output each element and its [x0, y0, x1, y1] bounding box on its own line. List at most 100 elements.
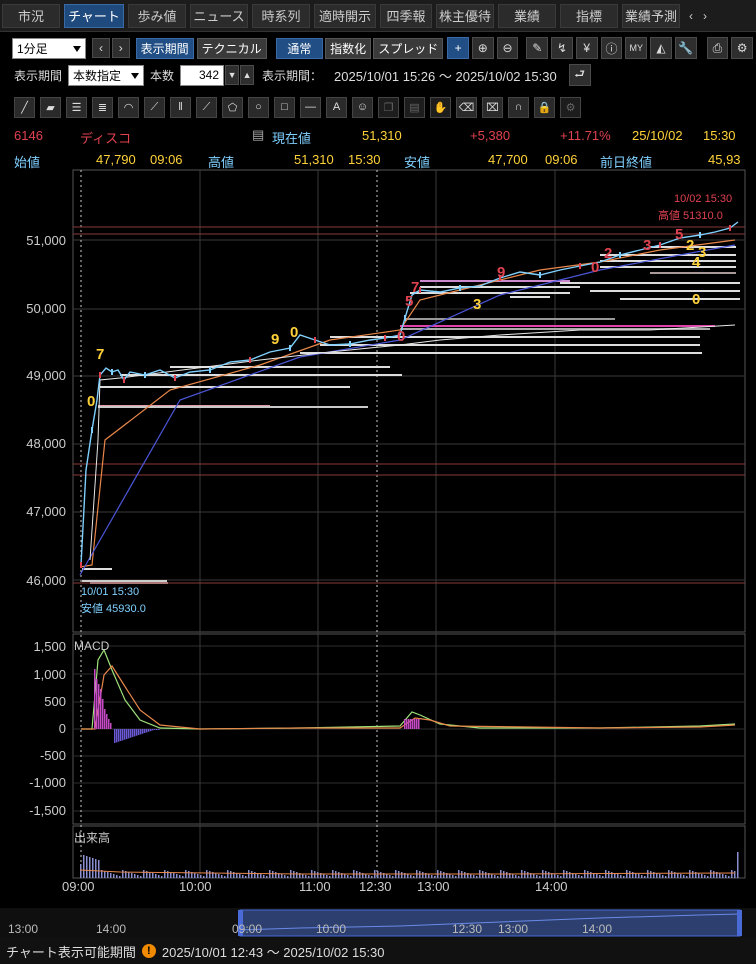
tab-chart[interactable]: チャート: [64, 3, 124, 28]
technical-button[interactable]: テクニカル: [196, 37, 267, 59]
macd-hist-bar: [138, 729, 140, 735]
volume-bar: [92, 858, 94, 878]
volume-bar: [107, 872, 109, 878]
count-input[interactable]: 342: [180, 64, 225, 86]
tab-market[interactable]: 市況: [2, 3, 60, 28]
eraser-icon[interactable]: ⌫: [456, 96, 477, 118]
period-button[interactable]: 表示期間: [135, 37, 194, 59]
ruler-icon[interactable]: ▰: [40, 96, 61, 118]
notes-icon[interactable]: ▤: [404, 96, 425, 118]
volume-bar: [284, 875, 286, 878]
volume-bar: [737, 852, 739, 878]
period-mode-select[interactable]: 本数指定: [68, 64, 145, 86]
volume-bar: [608, 871, 610, 878]
fib-icon[interactable]: ⟋: [196, 96, 217, 118]
vlines-icon[interactable]: ‖: [170, 96, 191, 118]
yen-icon[interactable]: ¥: [575, 37, 598, 59]
tab-timeseries[interactable]: 時系列: [252, 3, 310, 28]
tab-performance[interactable]: 業績: [498, 3, 556, 28]
macd-hist-bar: [150, 729, 152, 731]
volume-profile-bar: [650, 246, 736, 248]
macd-hist-bar: [116, 729, 118, 743]
fan-icon[interactable]: ⟋: [144, 96, 165, 118]
hand-icon[interactable]: ✋: [430, 96, 451, 118]
macd-hist-bar: [130, 729, 132, 738]
warning-icon[interactable]: !: [141, 944, 156, 958]
erase-all-icon[interactable]: ⌧: [482, 96, 503, 118]
volume-bar: [725, 875, 727, 878]
count-down-icon[interactable]: ▼: [225, 65, 240, 85]
current-price-label: 現在値: [272, 131, 312, 146]
tab-forecast[interactable]: 業績予測: [622, 3, 680, 28]
print-icon[interactable]: ⎙: [706, 37, 729, 59]
circle-icon[interactable]: ○: [248, 96, 269, 118]
interval-select[interactable]: 1分足: [12, 37, 87, 59]
gear-icon[interactable]: ⚙: [560, 96, 581, 118]
lock-icon[interactable]: 🔒: [534, 96, 555, 118]
plus-icon[interactable]: +: [447, 37, 469, 59]
volume-bar: [410, 875, 412, 878]
arc-icon[interactable]: ◠: [118, 96, 139, 118]
signal-icon[interactable]: ↯: [551, 37, 573, 59]
hlines-dense-icon[interactable]: ≣: [92, 96, 113, 118]
volume-bar: [602, 876, 604, 878]
rectangle-icon[interactable]: □: [274, 96, 295, 118]
volume-bar: [452, 875, 454, 878]
zoom-out-icon[interactable]: ⊖: [496, 37, 519, 59]
line-tool-icon[interactable]: ╱: [14, 96, 35, 118]
volume-bar: [182, 876, 184, 878]
info-icon[interactable]: ⓘ: [600, 37, 623, 59]
macd-hist-bar: [148, 729, 150, 732]
tab-news[interactable]: ニュース: [190, 3, 248, 28]
time-tick-1000: 10:00: [179, 879, 212, 894]
hlines-icon[interactable]: ☰: [66, 96, 87, 118]
magnet-icon[interactable]: ∩: [508, 96, 529, 118]
copy-icon[interactable]: ❐: [378, 96, 399, 118]
return-icon[interactable]: ⮐: [568, 64, 591, 86]
time-tick-1230: 12:30: [359, 879, 392, 894]
text-icon[interactable]: A: [326, 96, 347, 118]
volume-bar: [728, 876, 730, 878]
volume-bar: [704, 875, 706, 878]
volume-bar: [245, 876, 247, 878]
tab-benefits[interactable]: 株主優待: [436, 3, 494, 28]
price-chart[interactable]: [0, 0, 756, 938]
tab-disclosure[interactable]: 適時開示: [314, 3, 376, 28]
volume-bar: [278, 873, 280, 878]
pentagon-icon[interactable]: ⬠: [222, 96, 243, 118]
volume-bar: [488, 873, 490, 878]
tab-scroll-right-icon[interactable]: ›: [703, 8, 707, 23]
index-button[interactable]: 指数化: [325, 37, 372, 59]
pen-icon[interactable]: ✎: [526, 37, 549, 59]
tab-shikiho[interactable]: 四季報: [380, 3, 432, 28]
volume-bar: [164, 870, 166, 878]
high-label: 高値: [208, 155, 235, 170]
volume-bar: [656, 873, 658, 878]
price-trace: [80, 221, 739, 566]
tab-tick[interactable]: 歩み値: [128, 3, 186, 28]
volume-bar: [212, 872, 214, 878]
count-up-icon[interactable]: ▲: [240, 65, 255, 85]
area-chart-icon[interactable]: ◭: [650, 37, 672, 59]
sticker-icon[interactable]: ☺: [352, 96, 373, 118]
macd-hist-bar: [122, 729, 124, 741]
spread-button[interactable]: スプレッド: [373, 37, 444, 59]
zoom-in-icon[interactable]: ⊕: [471, 37, 494, 59]
tab-scroll-left-icon[interactable]: ‹: [689, 8, 693, 23]
wrench-icon[interactable]: 🔧: [674, 37, 697, 59]
doc-icon[interactable]: ▤: [252, 127, 265, 142]
tab-indicators[interactable]: 指標: [560, 3, 618, 28]
volume-bar: [314, 871, 316, 878]
volume-bar: [545, 871, 547, 878]
my-icon[interactable]: MY: [625, 37, 648, 59]
prev-arrow-icon[interactable]: ‹: [92, 38, 110, 58]
normal-button[interactable]: 通常: [275, 37, 324, 59]
next-arrow-icon[interactable]: ›: [111, 38, 130, 58]
volume-profile-bar: [400, 328, 710, 330]
settings-icon[interactable]: ⚙: [731, 37, 754, 59]
volume-bar: [650, 871, 652, 878]
ma-long-line: [79, 244, 736, 576]
volume-bar: [734, 871, 736, 878]
hline-icon[interactable]: —: [300, 96, 321, 118]
volume-bar: [392, 876, 394, 878]
